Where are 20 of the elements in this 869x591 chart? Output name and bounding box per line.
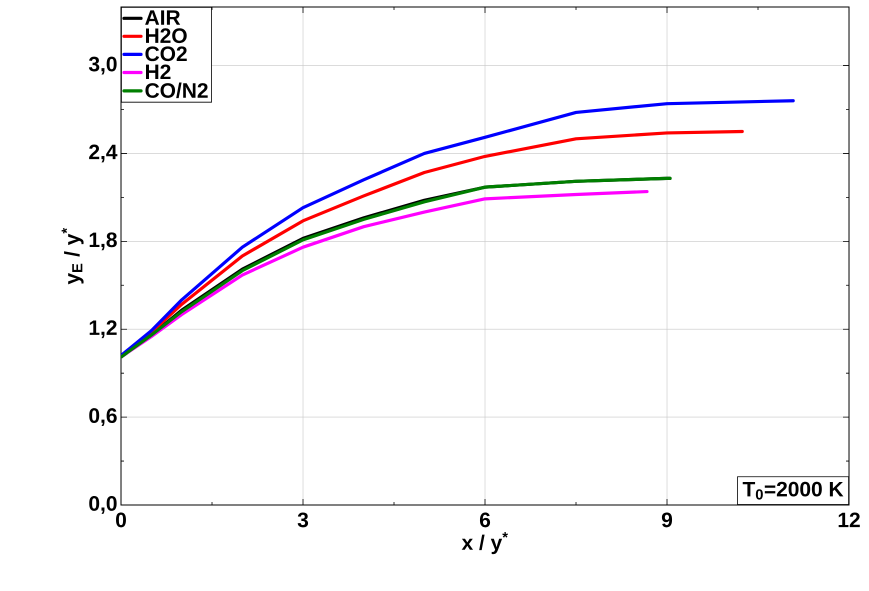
y-tick-label: 1,8 [90, 232, 117, 250]
x-tick-label: 9 [662, 512, 672, 528]
line-series [121, 99, 795, 358]
x-axis-title: x / y$^{*}$ [462, 532, 508, 554]
x-tick-label: 12 [838, 512, 860, 528]
y-tick-label: 0,6 [89, 408, 117, 426]
legend-label: AIR [145, 10, 180, 25]
x-tick-label: 3 [298, 512, 308, 528]
annotation: T$_{0}$=2000 K [742, 482, 844, 500]
x-tick-label: 6 [480, 512, 490, 528]
y-tick-label: 3,0 [88, 56, 117, 74]
y-tick-label: 2,4 [89, 144, 118, 162]
legend-label: H2O [146, 28, 187, 44]
legend-label: CO2 [145, 46, 187, 62]
y-tick-label: 1,2 [90, 320, 117, 338]
x-tick-label: 0 [116, 512, 126, 528]
y-axis-title: y$_{E}$ / y$^{*}$ [62, 228, 84, 284]
legend-label: CO/N2 [145, 82, 208, 98]
legend-label: H2 [146, 64, 170, 80]
y-tick-label: 0,0 [89, 496, 117, 514]
